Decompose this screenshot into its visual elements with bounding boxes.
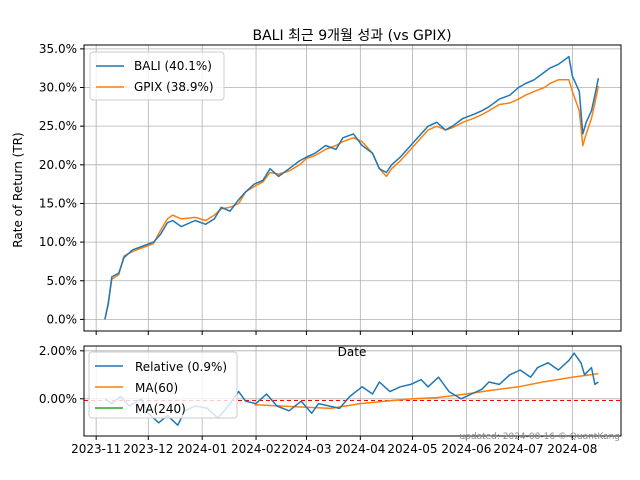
x-tick-label: 2024-06 bbox=[441, 442, 491, 456]
x-tick-label: 2024-01 bbox=[177, 442, 227, 456]
x-tick-label: 2024-08 bbox=[547, 442, 597, 456]
series-line-gpix bbox=[104, 79, 600, 320]
x-tick-label: 2024-05 bbox=[387, 442, 437, 456]
top-plot-lines bbox=[104, 55, 600, 320]
top-y-ticks: 0.0% 5.0% 10.0% 15.0% 20.0% 25.0% 30.0% 35.0% bbox=[39, 42, 84, 326]
top-y-tick-label: 10.0% bbox=[39, 235, 77, 249]
chart-title: BALI 최근 9개월 성과 (vs GPIX) bbox=[252, 28, 451, 44]
top-y-tick-label: 0.0% bbox=[47, 312, 78, 326]
legend-label-ma240: MA(240) bbox=[135, 402, 186, 416]
x-axis-label: Date bbox=[338, 345, 367, 359]
top-y-tick-label: 25.0% bbox=[39, 119, 77, 133]
series-line-ma60 bbox=[254, 372, 599, 410]
bottom-y-tick-label: 0.00% bbox=[39, 392, 77, 406]
x-tick-label: 2024-03 bbox=[281, 442, 331, 456]
legend-label-ma60: MA(60) bbox=[135, 381, 178, 395]
y-axis-label: Rate of Return (TR) bbox=[11, 132, 25, 247]
legend-label-gpix: GPIX (38.9%) bbox=[134, 80, 214, 94]
x-ticks: 2023-11 2023-12 2024-01 2024-02 2024-03 2024-… bbox=[71, 331, 597, 456]
x-tick-label: 2023-11 bbox=[71, 442, 121, 456]
footnote: updated: 2024-08-16 © QuantKang bbox=[459, 432, 620, 442]
top-axes-frame bbox=[83, 44, 622, 332]
top-legend: BALI (40.1%) GPIX (38.9%) bbox=[89, 51, 225, 101]
svg-text:Date: Date bbox=[338, 345, 367, 359]
top-y-tick-label: 15.0% bbox=[39, 196, 77, 210]
top-y-tick-label: 20.0% bbox=[39, 158, 77, 172]
bottom-axes-frame bbox=[83, 345, 622, 437]
top-y-tick-label: 35.0% bbox=[39, 42, 77, 56]
legend-label-bali: BALI (40.1%) bbox=[134, 59, 212, 73]
x-tick-label: 2024-04 bbox=[335, 442, 385, 456]
top-y-tick-label: 30.0% bbox=[39, 81, 77, 95]
x-tick-label: 2024-02 bbox=[231, 442, 281, 456]
x-tick-label: 2024-07 bbox=[493, 442, 543, 456]
x-tick-label: 2023-12 bbox=[123, 442, 173, 456]
bottom-legend: Relative (0.9%) MA(60) MA(240) bbox=[88, 351, 238, 419]
bottom-y-ticks: 0.00% 2.00% bbox=[39, 344, 84, 406]
series-line-bali bbox=[104, 55, 600, 320]
top-y-tick-label: 5.0% bbox=[47, 274, 78, 288]
legend-label-relative: Relative (0.9%) bbox=[135, 360, 227, 374]
bottom-y-tick-label: 2.00% bbox=[39, 344, 77, 358]
